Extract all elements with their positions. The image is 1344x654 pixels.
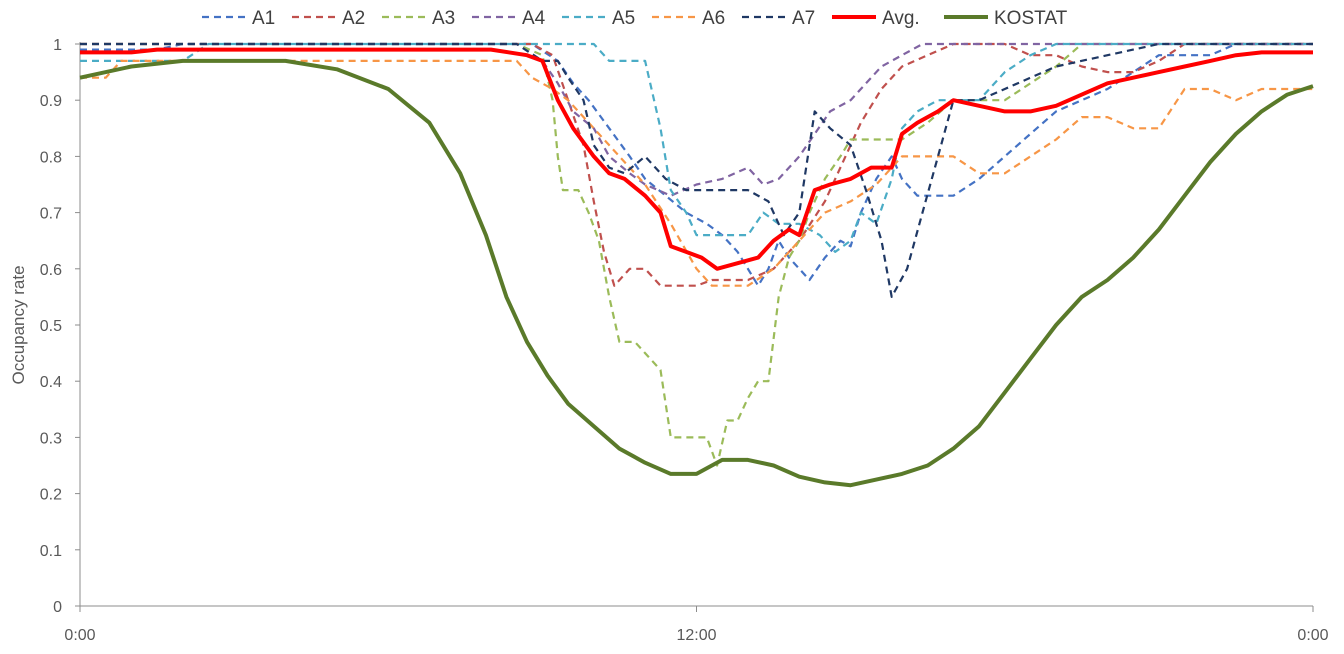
y-tick-label: 0.6 — [40, 262, 62, 279]
axes: 0 0.1 0.2 0.3 0.4 0.5 0.6 0.7 0.8 0.9 1 0:00 12:00 0:… — [40, 37, 1329, 644]
y-tick-label: 0.2 — [40, 487, 62, 504]
y-tick-label: 0.1 — [40, 543, 62, 560]
legend-label: A5 — [612, 8, 635, 29]
legend: A1 A2 A3 A4 A5 A6 A7 Avg. KOSTAT — [202, 8, 1068, 29]
legend-label: A1 — [252, 8, 275, 29]
x-tick-label: 0:00 — [1297, 627, 1328, 644]
legend-label: A2 — [342, 8, 365, 29]
x-tick-label: 12:00 — [676, 627, 716, 644]
y-tick-label: 0.4 — [40, 374, 62, 391]
x-tick-label: 0:00 — [64, 627, 95, 644]
series-line-a6 — [80, 59, 1313, 287]
series-line-a2 — [80, 42, 1313, 287]
y-tick-label: 0.9 — [40, 93, 62, 110]
y-tick-label: 0.7 — [40, 206, 62, 223]
y-tick-label: 0 — [53, 599, 62, 616]
series-line-a7 — [80, 42, 1313, 298]
y-tick-label: 0.5 — [40, 318, 62, 335]
series-line-a1 — [80, 42, 1313, 287]
series-line-avg — [80, 47, 1313, 271]
legend-label: A4 — [522, 8, 546, 29]
legend-label: KOSTAT — [994, 8, 1068, 29]
y-axis-title-group: Occupancy rate — [9, 265, 28, 384]
y-tick-label: 0.8 — [40, 149, 62, 166]
series-layer — [79, 42, 1314, 488]
legend-label: Avg. — [882, 8, 920, 29]
series-line-kostat — [79, 58, 1314, 488]
series-line-a4 — [80, 42, 1313, 197]
y-tick-label: 1 — [53, 37, 62, 54]
y-axis-title: Occupancy rate — [9, 265, 28, 384]
legend-label: A3 — [432, 8, 455, 29]
legend-label: A6 — [702, 8, 725, 29]
y-tick-label: 0.3 — [40, 430, 62, 447]
legend-label: A7 — [792, 8, 815, 29]
